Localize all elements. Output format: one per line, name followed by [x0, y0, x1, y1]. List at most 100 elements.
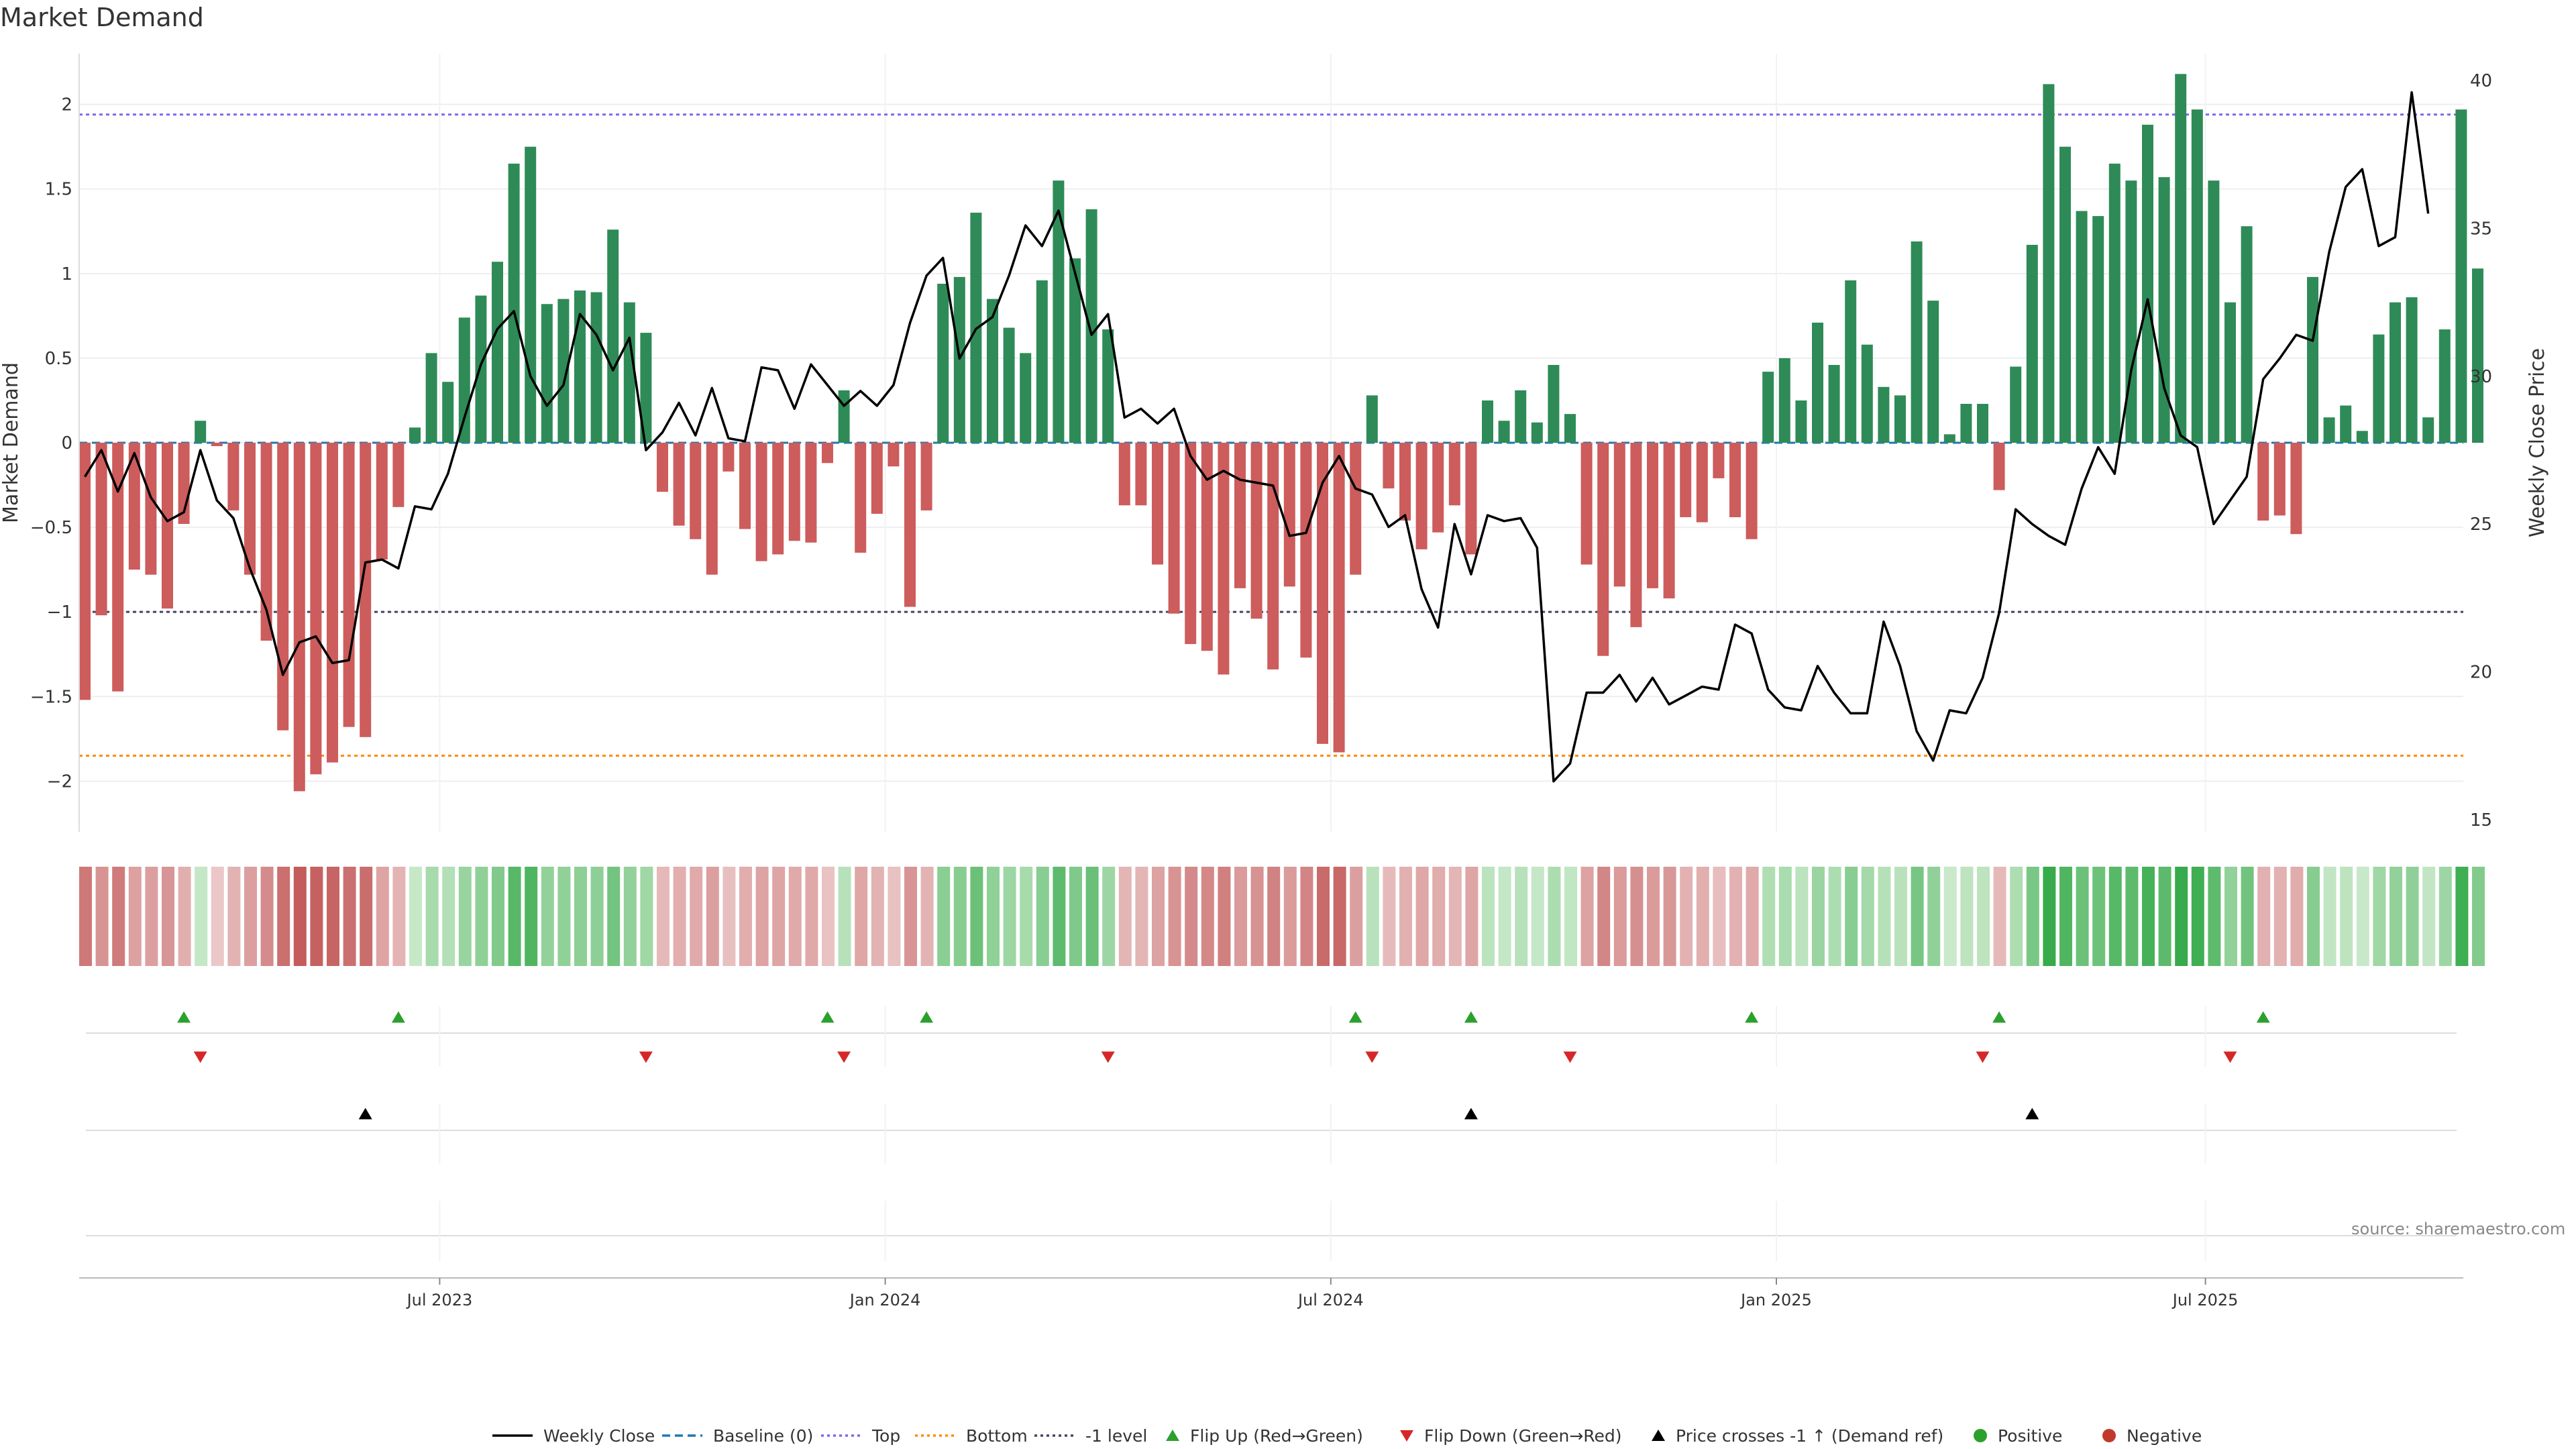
demand-bar [425, 353, 437, 443]
heat-cell [2175, 867, 2188, 966]
heat-cell [1201, 867, 1214, 966]
demand-bar [1020, 353, 1032, 443]
demand-bar [838, 390, 850, 443]
demand-bar [1218, 443, 1230, 675]
heat-cell [2406, 867, 2419, 966]
y-tick-label-right: 35 [2470, 219, 2492, 239]
demand-bar [2224, 302, 2236, 443]
heat-cell [1317, 867, 1330, 966]
demand-bar [95, 443, 107, 616]
heat-cell [1812, 867, 1825, 966]
heat-cell [1482, 867, 1495, 966]
heat-cell [822, 867, 835, 966]
heat-cell [1564, 867, 1577, 966]
demand-bar [2175, 74, 2187, 443]
heat-cell [1613, 867, 1627, 966]
x-axis: Jul 2023 Jan 2024 Jul 2024 Jan 2025 Jul 2025 [79, 1277, 2463, 1309]
demand-bar [2422, 417, 2434, 443]
demand-bar [392, 443, 405, 507]
heat-cell [1531, 867, 1544, 966]
demand-bar [1548, 365, 1560, 443]
heat-cell [2472, 867, 2485, 966]
demand-bar [2356, 431, 2368, 443]
demand-bar [1415, 443, 1428, 549]
heat-cell [557, 867, 571, 966]
legend: Weekly Close Baseline (0) Top Bottom -1 leve… [0, 1422, 2576, 1449]
heat-cell [2422, 867, 2436, 966]
demand-bar [953, 276, 965, 443]
demand-bar [2010, 366, 2022, 443]
demand-bars [79, 74, 2483, 792]
demand-bar [1482, 400, 1493, 443]
heat-cell [970, 867, 983, 966]
demand-bar [822, 443, 833, 464]
heat-cell [1713, 867, 1726, 966]
heat-cell [442, 867, 455, 966]
y-tick-label-right: 20 [2470, 663, 2492, 683]
demand-bar [2290, 443, 2302, 535]
heat-cell [1597, 867, 1611, 966]
heat-cell [178, 867, 191, 966]
heat-cell [2010, 867, 2023, 966]
demand-bar [2257, 443, 2269, 521]
heat-cell [1993, 867, 2006, 966]
heat-cell [739, 867, 752, 966]
demand-bar [1993, 443, 2005, 490]
demand-bar [1085, 209, 1097, 443]
demand-bar [557, 299, 570, 443]
heat-cell [2043, 867, 2056, 966]
heat-cell [1448, 867, 1462, 966]
demand-bar [855, 443, 867, 553]
demand-bar [2241, 226, 2253, 443]
heat-cell [2059, 867, 2072, 966]
flip-up-marker [920, 1011, 934, 1023]
heat-cell [690, 867, 703, 966]
heat-cell [937, 867, 951, 966]
heat-cell [1580, 867, 1594, 966]
demand-bar [1185, 443, 1197, 645]
demand-bar [2438, 329, 2451, 443]
demand-bar [1366, 395, 1378, 443]
demand-bar [2208, 180, 2220, 443]
heat-cell [2092, 867, 2106, 966]
heat-cell [1152, 867, 1165, 966]
flip-up-marker [1992, 1011, 2006, 1023]
y-axis-title-right: Weekly Close Price [2526, 348, 2549, 537]
demand-bar [1201, 443, 1213, 651]
demand-bar [1597, 443, 1609, 656]
demand-bar [1118, 443, 1130, 506]
demand-bar [2390, 302, 2401, 443]
legend-label: Positive [1998, 1426, 2063, 1446]
legend-swatch [1652, 1430, 1665, 1441]
legend-swatch [915, 1434, 955, 1437]
y-tick-label-left: 1.5 [45, 180, 72, 200]
y-tick-label-left: −1.5 [30, 687, 72, 707]
heat-cell [260, 867, 274, 966]
heat-cell [227, 867, 241, 966]
heat-cell [2158, 867, 2171, 966]
heat-cell [987, 867, 1000, 966]
heat-cell [788, 867, 802, 966]
legend-item: Flip Down (Green→Red) [1399, 1422, 1622, 1449]
y-tick-label-left: 1 [61, 264, 72, 284]
heat-cell [574, 867, 587, 966]
heat-cell [1630, 867, 1644, 966]
heat-cell [2290, 867, 2304, 966]
heat-cell [2108, 867, 2122, 966]
legend-label: -1 level [1085, 1426, 1148, 1446]
flip-up-marker [2256, 1011, 2270, 1023]
demand-bar [376, 443, 388, 559]
heat-cell [772, 867, 786, 966]
demand-bar [2273, 443, 2286, 516]
price-cross-marker [1464, 1108, 1478, 1120]
heat-cell [2373, 867, 2386, 966]
heat-cell [2257, 867, 2271, 966]
demand-bar [409, 427, 421, 443]
heat-cell [525, 867, 538, 966]
demand-bar [1069, 258, 1081, 443]
demand-bar [722, 443, 735, 472]
demand-bar [1168, 443, 1180, 614]
heat-cell [327, 867, 339, 966]
demand-bar [1580, 443, 1593, 565]
demand-bar [1036, 280, 1048, 443]
